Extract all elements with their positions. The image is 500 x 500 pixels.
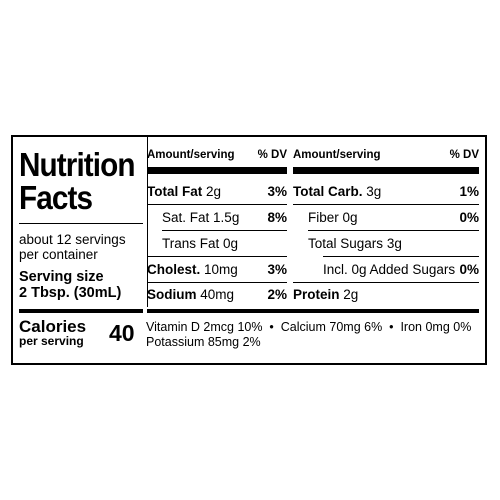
nutrient-sat-fat: Sat. Fat 1.5g <box>162 210 240 225</box>
nutrient-fiber: Fiber 0g <box>308 210 358 225</box>
serving-size: Serving size 2 Tbsp. (30mL) <box>19 269 121 301</box>
dv-fiber: 0% <box>459 210 479 225</box>
row-rule <box>293 204 479 205</box>
servings-line-1: about 12 servings <box>19 232 126 247</box>
nutrient-total-carb: Total Carb. 3g <box>293 184 382 199</box>
left-dv-header: % DV <box>257 149 287 161</box>
dv-added-sugars: 0% <box>459 262 479 277</box>
dv-sodium: 2% <box>267 287 287 302</box>
dv-cholesterol: 3% <box>267 262 287 277</box>
calories-divider <box>19 309 143 313</box>
calories-value: 40 <box>109 320 135 346</box>
row-rule <box>308 230 479 231</box>
nutrient-cholesterol: Cholest. 10mg <box>147 262 238 277</box>
calories-label: Calories <box>19 317 87 336</box>
row-rule <box>147 282 287 283</box>
right-header-rule <box>293 167 479 174</box>
servings-line-2: per container <box>19 247 98 262</box>
dv-total-carb: 1% <box>459 184 479 199</box>
left-header-rule <box>147 167 287 174</box>
row-rule <box>323 256 479 257</box>
nutrient-sodium: Sodium 40mg <box>147 287 235 302</box>
dv-sat-fat: 8% <box>267 210 287 225</box>
title-line-1: Nutrition <box>19 146 136 183</box>
calories-sublabel: per serving <box>19 334 84 348</box>
right-amount-header: Amount/serving <box>293 149 381 161</box>
column-separator <box>147 137 148 307</box>
nutrition-facts-title: Nutrition Facts <box>19 146 136 216</box>
row-rule <box>293 282 479 283</box>
title-line-2: Facts <box>19 179 93 216</box>
micronutrients: Vitamin D 2mcg 10% • Calcium 70mg 6% • I… <box>146 320 486 350</box>
serving-size-label: Serving size <box>19 269 104 285</box>
label-left-column: Nutrition Facts about 12 servings per co… <box>19 137 143 363</box>
nutrient-total-fat: Total Fat 2g <box>147 184 222 199</box>
servings-per-container: about 12 servings per container <box>19 232 126 262</box>
serving-size-value: 2 Tbsp. (30mL) <box>19 285 122 301</box>
micronutrients-rule <box>147 309 479 313</box>
nutrient-total-sugars: Total Sugars 3g <box>308 236 402 251</box>
micronutrients-line-2: Potassium 85mg 2% <box>146 335 261 349</box>
title-divider <box>19 223 143 224</box>
right-dv-header: % DV <box>449 149 479 161</box>
row-rule <box>162 230 287 231</box>
left-amount-header: Amount/serving <box>147 149 235 161</box>
row-rule <box>147 256 287 257</box>
dv-total-fat: 3% <box>267 184 287 199</box>
nutrient-trans-fat: Trans Fat 0g <box>162 236 239 251</box>
nutrient-added-sugars: Incl. 0g Added Sugars <box>323 262 456 277</box>
nutrient-protein: Protein 2g <box>293 287 359 302</box>
row-rule <box>147 204 287 205</box>
nutrition-facts-panel: Nutrition Facts about 12 servings per co… <box>11 135 487 365</box>
micronutrients-line-1: Vitamin D 2mcg 10% • Calcium 70mg 6% • I… <box>146 320 472 334</box>
